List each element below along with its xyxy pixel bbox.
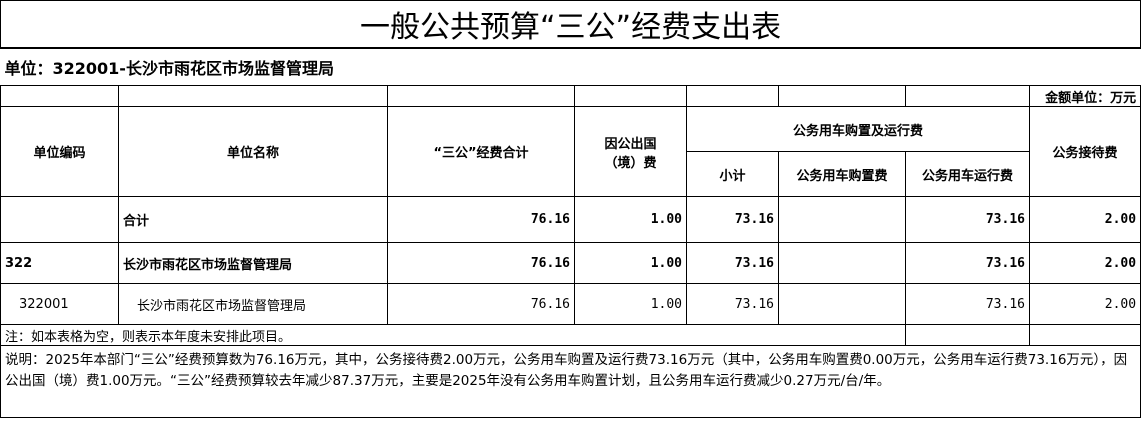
table-row: 合计 76.16 1.00 73.16 73.16 2.00	[0, 196, 1142, 243]
header-reception: 公务接待费	[1028, 106, 1142, 197]
header-purchase: 公务用车购置费	[778, 151, 906, 197]
header-total: “三公”经费合计	[387, 106, 575, 197]
header-name: 单位名称	[118, 106, 388, 197]
description: 说明：2025年本部门“三公”经费预算数为76.16万元，其中，公务接待费2.0…	[0, 345, 1142, 418]
expense-table: 一般公共预算“三公”经费支出表 单位：322001-长沙市雨花区市场监督管理局 …	[0, 0, 1142, 418]
amount-unit: 金额单位：万元	[1028, 85, 1142, 107]
note: 注：如本表格为空，则表示本年度未安排此项目。	[0, 324, 906, 346]
header-operation: 公务用车运行费	[905, 151, 1030, 197]
header-code: 单位编码	[0, 106, 119, 197]
unit-line: 单位：322001-长沙市雨花区市场监督管理局	[0, 47, 1141, 86]
table-row: 322 长沙市雨花区市场监督管理局 76.16 1.00 73.16 73.16 2.00	[0, 242, 1142, 284]
header-vehicle: 公务用车购置及运行费	[686, 106, 1030, 152]
header-abroad: 因公出国（境）费	[574, 106, 687, 197]
table-row: 322001 长沙市雨花区市场监督管理局 76.16 1.00 73.16 73.16 2.…	[0, 283, 1142, 325]
header-subtotal: 小计	[686, 151, 779, 197]
page-title: 一般公共预算“三公”经费支出表	[0, 0, 1142, 49]
